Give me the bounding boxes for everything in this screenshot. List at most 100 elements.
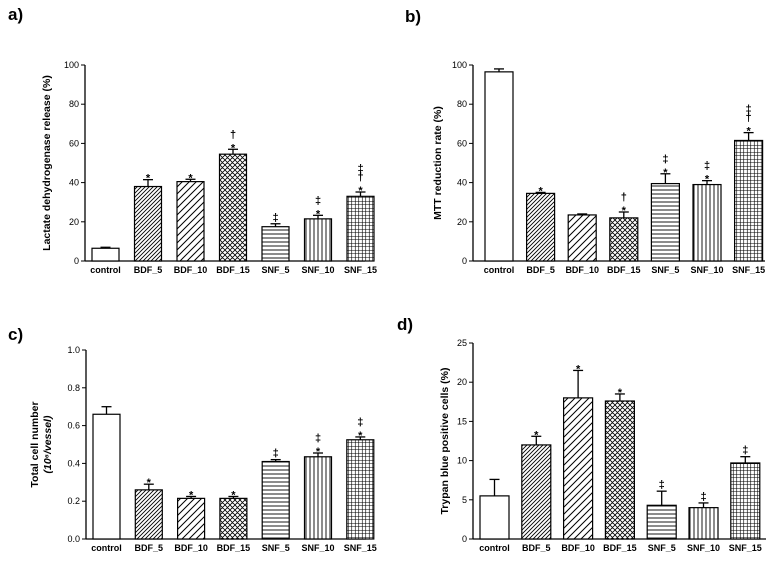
- x-tick-label: control: [91, 543, 122, 553]
- x-tick-label: control: [484, 265, 515, 275]
- y-tick-label: 15: [457, 416, 467, 426]
- x-tick-label: SNF_10: [687, 543, 720, 553]
- bar-snf_5: [650, 182, 681, 262]
- x-tick-label: SNF_15: [729, 543, 762, 553]
- significance-mark: *: [316, 208, 321, 220]
- bar-snf_15: [346, 195, 375, 262]
- y-tick-label: 20: [69, 217, 79, 227]
- significance-mark: ‡: [273, 448, 279, 460]
- y-tick-label: 0: [462, 534, 467, 544]
- significance-mark: ‡: [659, 479, 665, 491]
- y-axis-label: Lactate dehydrogenase release (%): [41, 75, 53, 251]
- bar-bdf_15: [604, 400, 636, 540]
- significance-mark: *: [663, 167, 668, 179]
- x-tick-label: SNF_5: [261, 265, 289, 275]
- significance-mark: *: [231, 489, 236, 501]
- y-tick-label: 0: [74, 256, 79, 266]
- y-tick-label: 0.8: [67, 383, 80, 393]
- x-tick-label: BDF_15: [216, 265, 250, 275]
- significance-mark: ‡: [272, 212, 278, 224]
- significance-mark: *: [188, 172, 193, 184]
- y-tick-label: 80: [69, 99, 79, 109]
- y-tick-label: 25: [457, 338, 467, 348]
- bar-bdf_10: [176, 181, 205, 262]
- significance-mark: *: [147, 477, 152, 489]
- x-tick-label: BDF_5: [522, 543, 551, 553]
- y-tick-label: 80: [457, 99, 467, 109]
- bar-snf_10: [303, 456, 333, 540]
- bar-snf_5: [261, 460, 290, 540]
- y-tick-label: 0.6: [67, 421, 80, 431]
- chart-panel-1: a) 0 20 40 60 80 100 Lactate dehydrogenase rele…: [8, 5, 377, 275]
- bar-bdf_15: [218, 153, 248, 262]
- y-tick-label: 20: [457, 377, 467, 387]
- x-tick-label: BDF_10: [561, 543, 595, 553]
- bar-snf_5: [646, 504, 677, 540]
- significance-mark: *: [231, 142, 236, 154]
- x-tick-label: SNF_5: [651, 265, 679, 275]
- bar-control: [479, 495, 510, 540]
- y-tick-label: 0.4: [67, 458, 80, 468]
- bar-bdf_10: [562, 397, 594, 540]
- significance-mark: ‡: [746, 104, 752, 116]
- bar-snf_15: [346, 439, 375, 540]
- significance-mark: *: [316, 446, 321, 458]
- bar-snf_15: [730, 462, 761, 540]
- x-tick-label: BDF_15: [607, 265, 641, 275]
- bar-bdf_5: [134, 489, 163, 540]
- y-tick-label: 0.0: [67, 534, 80, 544]
- x-tick-label: SNF_15: [344, 265, 377, 275]
- significance-mark: *: [705, 174, 710, 186]
- x-tick-label: control: [479, 543, 510, 553]
- bar-bdf_5: [521, 444, 552, 540]
- bar-bdf_15: [219, 497, 248, 540]
- y-tick-label: 0: [462, 256, 467, 266]
- x-tick-label: BDF_10: [174, 265, 208, 275]
- significance-mark: *: [146, 173, 151, 185]
- significance-mark: ‡: [742, 445, 748, 457]
- bar-bdf_5: [525, 192, 556, 262]
- panel-label: a): [8, 5, 23, 24]
- significance-mark: *: [622, 205, 627, 217]
- x-tick-label: SNF_15: [732, 265, 765, 275]
- significance-mark: ‡: [700, 491, 706, 503]
- significance-mark: *: [189, 489, 194, 501]
- significance-mark: *: [534, 429, 539, 441]
- significance-mark: *: [746, 126, 751, 138]
- significance-mark: *: [618, 387, 623, 399]
- panel-label: c): [8, 325, 23, 344]
- bar-control: [91, 247, 120, 262]
- chart-panel-2: b) 0 20 40 60 80 100 MTT reduction rate (%) cont…: [405, 7, 765, 275]
- significance-mark: *: [358, 185, 363, 197]
- y-axis-label: MTT reduction rate (%): [432, 106, 444, 220]
- bar-snf_15: [733, 139, 764, 262]
- y-tick-label: 60: [69, 138, 79, 148]
- significance-mark: †: [746, 112, 752, 124]
- x-tick-label: control: [90, 265, 121, 275]
- x-tick-label: SNF_5: [262, 543, 290, 553]
- y-tick-label: 40: [457, 178, 467, 188]
- x-tick-label: BDF_10: [174, 543, 208, 553]
- significance-mark: *: [538, 185, 543, 197]
- panel-label: b): [405, 7, 421, 26]
- x-tick-label: BDF_5: [134, 265, 163, 275]
- chart-panel-4: d) 0 5 10 15 20 25 Trypan blue positive cells (…: [397, 315, 766, 553]
- bar-bdf_15: [609, 217, 639, 262]
- x-tick-label: SNF_15: [344, 543, 377, 553]
- y-tick-label: 0.2: [67, 496, 80, 506]
- significance-mark: †: [621, 192, 627, 204]
- significance-mark: ‡: [315, 433, 321, 445]
- panel-label: d): [397, 315, 413, 334]
- y-axis-label: Trypan blue positive cells (%): [439, 367, 451, 514]
- y-tick-label: 5: [462, 495, 467, 505]
- bar-control: [92, 413, 121, 540]
- significance-mark: ‡: [357, 416, 363, 428]
- bar-bdf_5: [133, 185, 163, 262]
- significance-mark: ‡: [662, 153, 668, 165]
- bar-snf_10: [688, 507, 719, 540]
- y-axis-unit: (10⁶/vessel): [42, 415, 54, 473]
- significance-mark: †: [357, 172, 363, 184]
- bar-snf_5: [261, 226, 290, 262]
- significance-mark: *: [358, 430, 363, 442]
